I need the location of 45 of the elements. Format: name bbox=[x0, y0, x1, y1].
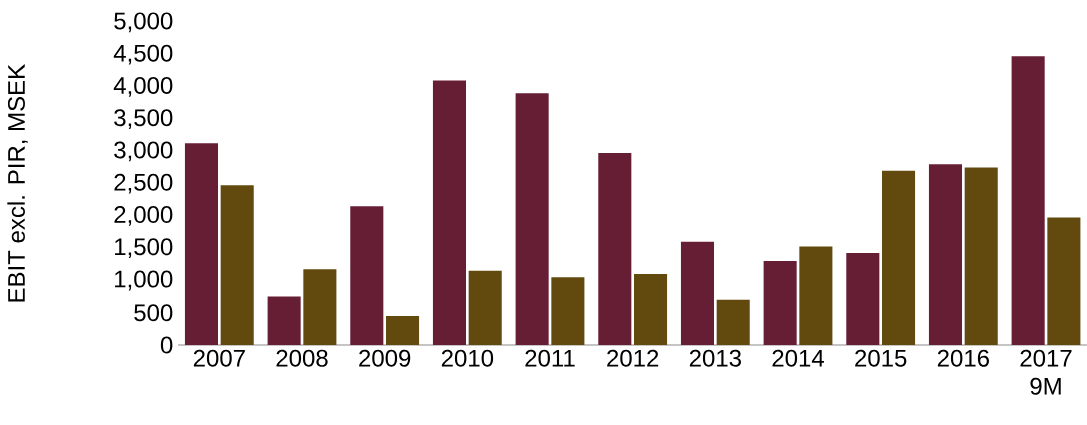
bar bbox=[882, 170, 916, 345]
y-tick-label: 1,500 bbox=[115, 238, 173, 259]
y-tick-label: 1,000 bbox=[115, 270, 173, 291]
bar bbox=[184, 143, 219, 345]
x-tick-label: 2009 bbox=[359, 349, 411, 367]
y-tick-label: 5,000 bbox=[114, 12, 173, 33]
bar bbox=[350, 206, 384, 345]
bar bbox=[551, 277, 585, 345]
bar bbox=[846, 253, 880, 345]
bar bbox=[267, 296, 301, 345]
y-tick-label: 4,000 bbox=[113, 76, 173, 97]
x-tick-label: 2017 9M bbox=[1020, 349, 1072, 395]
bar bbox=[680, 241, 715, 345]
y-tick-label: 3,000 bbox=[114, 141, 173, 162]
x-tick-label: 2014 bbox=[772, 349, 824, 367]
bar bbox=[468, 270, 502, 345]
bar bbox=[799, 246, 833, 345]
bar bbox=[386, 315, 420, 345]
x-tick-label: 2015 bbox=[855, 349, 907, 367]
bar bbox=[763, 261, 797, 345]
bar bbox=[220, 185, 254, 345]
bar bbox=[716, 299, 750, 345]
bar bbox=[515, 93, 549, 345]
x-tick-label: 2010 bbox=[441, 349, 494, 367]
bar bbox=[1047, 217, 1081, 345]
y-tick-label: 3,500 bbox=[114, 109, 173, 130]
y-axis-title: EBIT excl. PIR, MSEK bbox=[7, 64, 28, 302]
x-tick-label: 2011 bbox=[525, 349, 575, 367]
y-tick-label: 500 bbox=[134, 304, 173, 322]
y-tick-label: 0 bbox=[160, 336, 173, 354]
y-tick-label: 4,500 bbox=[113, 44, 173, 65]
y-tick-label: 2,500 bbox=[114, 173, 173, 194]
x-tick-label: 2008 bbox=[276, 349, 328, 367]
x-tick-label: 2012 bbox=[607, 349, 659, 367]
bar bbox=[1011, 56, 1045, 345]
bar bbox=[928, 164, 963, 345]
y-tick-label: 2,000 bbox=[114, 206, 173, 226]
x-tick-label: 2007 bbox=[193, 349, 245, 367]
x-tick-label: 2013 bbox=[689, 349, 741, 367]
bar bbox=[964, 167, 998, 345]
bar bbox=[432, 80, 466, 345]
bar bbox=[634, 274, 668, 345]
bar bbox=[598, 153, 632, 345]
bar bbox=[303, 269, 337, 345]
x-tick-label: 2016 bbox=[937, 349, 989, 367]
